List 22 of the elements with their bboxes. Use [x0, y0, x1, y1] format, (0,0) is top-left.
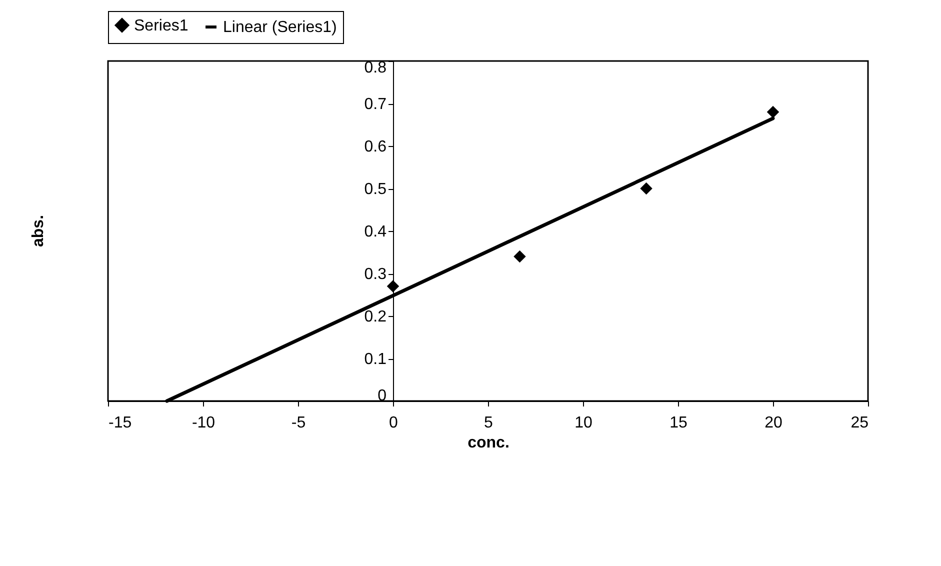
- x-tick-label: 20: [764, 414, 782, 432]
- x-tick-label: 5: [484, 414, 494, 432]
- y-axis-title: abs.: [30, 214, 47, 248]
- y-tick-label: 0: [378, 388, 387, 404]
- x-tick-label: -5: [291, 414, 306, 432]
- y-tick-label: 0.6: [364, 138, 387, 156]
- y-tick-label: 0.7: [364, 96, 387, 113]
- legend-label: Series1: [134, 17, 188, 34]
- y-tick-label: 0.5: [364, 181, 387, 198]
- x-tick-label: 0: [389, 414, 398, 432]
- legend-label: Linear (Series1): [223, 19, 337, 36]
- x-tick-label: 10: [574, 414, 592, 432]
- y-tick-label: 0.1: [364, 351, 387, 368]
- y-tick-label: 0.4: [364, 224, 387, 240]
- x-tick-label: -10: [192, 414, 216, 432]
- y-tick-label: 0.8: [364, 60, 387, 76]
- x-axis-title: conc.: [468, 434, 510, 452]
- x-tick-label: 25: [850, 414, 869, 432]
- y-tick-label: 0.2: [364, 308, 387, 326]
- y-tick-label: 0.3: [364, 266, 387, 283]
- x-tick-label: -15: [108, 414, 132, 432]
- x-tick-label: 15: [670, 414, 688, 432]
